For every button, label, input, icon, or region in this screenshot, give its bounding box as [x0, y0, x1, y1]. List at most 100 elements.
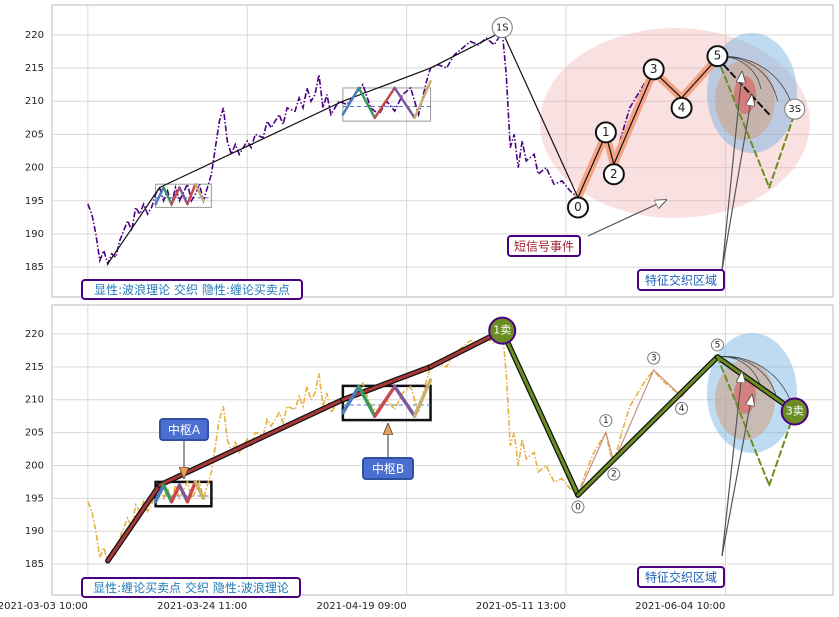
wave-segment [194, 182, 205, 203]
wave-segment [577, 431, 607, 496]
legend-note-box [81, 577, 301, 598]
plot-area [51, 4, 834, 298]
wave-segment [186, 182, 197, 206]
y-tick-label: 190 [25, 229, 44, 240]
wave-label: 3 [651, 354, 657, 364]
feature-note: 特征交织区域 [645, 570, 717, 585]
callout-arrow [721, 72, 742, 271]
wave-label: 3 [650, 62, 658, 76]
wave-segment [341, 384, 361, 415]
pivot-b-note: 中枢B [372, 461, 404, 476]
wave-label: 4 [679, 404, 685, 414]
signal-label: 3S [788, 104, 801, 115]
x-tick-label: 2021-03-03 10:00 [0, 601, 88, 612]
wave-segment [373, 86, 396, 120]
y-tick-label: 210 [25, 395, 44, 406]
y-tick-label: 190 [25, 526, 44, 537]
pivot-box [342, 87, 432, 122]
y-tick-label: 220 [25, 30, 44, 41]
wave-segment [716, 355, 771, 487]
y-tick-label: 215 [25, 63, 44, 74]
callout-arrow [721, 95, 752, 271]
signal-marker [780, 397, 809, 426]
wave-segment [768, 112, 796, 189]
wave-segment [158, 398, 345, 487]
wave-segment [429, 30, 503, 69]
wave-label-marker [571, 500, 585, 514]
legend-note: 显性:缠论买卖点 交织 隐性:波浪理论 [93, 580, 289, 595]
y-tick-label: 205 [25, 428, 44, 439]
x-tick-label: 2021-05-11 13:00 [476, 601, 566, 612]
wave-segment [613, 369, 655, 463]
pivot-a-note: 中枢A [168, 422, 201, 437]
wave-segment [185, 480, 198, 504]
wave-label-marker [599, 414, 613, 428]
wave-label: 0 [575, 503, 581, 513]
wave-segment [341, 365, 433, 402]
wave-label-marker [706, 45, 729, 68]
y-tick-label: 200 [25, 163, 44, 174]
y-tick-label: 210 [25, 96, 44, 107]
wave-label-marker [675, 401, 689, 415]
wave-segment [392, 384, 417, 418]
callout-arrow [721, 372, 742, 557]
x-tick-label: 2021-06-04 10:00 [635, 601, 725, 612]
price-line [87, 328, 718, 564]
short-signal-note: 短信号事件 [514, 240, 574, 254]
pivot-b-note-box [362, 457, 414, 480]
y-tick-label: 220 [25, 329, 44, 340]
wave-label-marker [566, 196, 589, 219]
y-tick-label: 205 [25, 129, 44, 140]
y-tick-label: 200 [25, 460, 44, 471]
signal-label: 3卖 [786, 405, 804, 418]
wave-segment [716, 57, 771, 189]
wave-label-marker [607, 467, 621, 481]
callout-arrow [587, 200, 666, 237]
signal-marker [784, 98, 806, 120]
wave-label: 4 [678, 100, 686, 114]
feature-note: 特征交织区域 [645, 273, 717, 288]
wave-segment [177, 483, 190, 504]
wave-label: 2 [610, 167, 618, 181]
wave-label-marker [670, 96, 693, 119]
wave-segment [373, 384, 397, 418]
legend-note: 显性:波浪理论 交织 隐性:缠论买卖点 [94, 282, 290, 297]
legend-note-box [81, 279, 303, 300]
y-tick-label: 195 [25, 493, 44, 504]
y-tick-label: 185 [25, 262, 44, 273]
wave-label: 2 [611, 470, 617, 480]
wave-segment [357, 86, 377, 120]
wave-segment [154, 186, 165, 206]
wave-segment [501, 30, 579, 199]
wave-segment [393, 86, 416, 120]
callout-arrow [721, 395, 752, 557]
signal-marker [488, 316, 517, 345]
plot-area [51, 304, 834, 596]
wave-label-marker [647, 351, 661, 365]
wave-segment [193, 480, 206, 501]
wave-label-marker [710, 338, 724, 352]
wave-label: 5 [714, 49, 722, 63]
wave-segment [341, 86, 361, 116]
wave-segment [413, 80, 432, 120]
wave-segment [106, 483, 162, 563]
wave-label: 1 [603, 416, 609, 426]
wave-segment [357, 384, 377, 418]
y-tick-label: 185 [25, 559, 44, 570]
wave-label: 5 [715, 340, 721, 350]
wave-segment [162, 186, 173, 206]
wave-segment [500, 329, 580, 497]
wave-segment [161, 483, 174, 504]
wave-segment [178, 186, 189, 206]
wave-segment [169, 483, 182, 504]
wave-segment [153, 483, 166, 504]
wave-segment [412, 378, 433, 418]
wave-segment [342, 67, 432, 102]
signal-marker [491, 17, 513, 39]
y-tick-label: 195 [25, 196, 44, 207]
wave-segment [107, 186, 161, 265]
wave-label: 0 [574, 200, 582, 214]
wave-segment [716, 57, 771, 116]
pivot-a-note-box [159, 418, 209, 441]
wave-segment [715, 355, 797, 414]
